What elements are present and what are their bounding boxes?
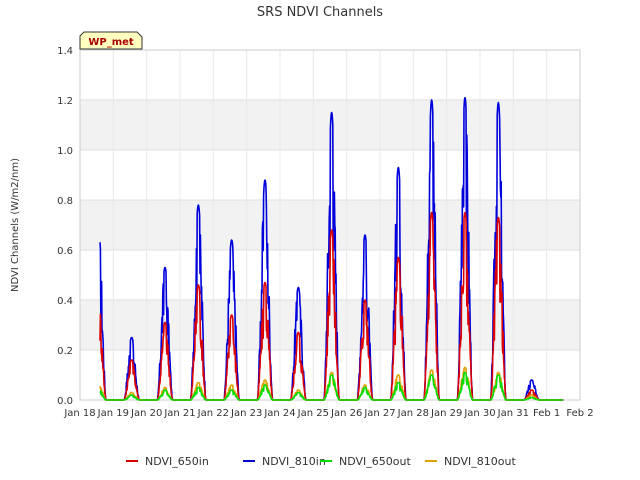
series-line-ndvi-650out <box>99 371 564 401</box>
plot-frame <box>79 49 581 401</box>
x-tick-label: Jan 28 <box>397 408 429 419</box>
x-tick-label: Jan 26 <box>330 408 362 419</box>
x-tick-label: Feb 2 <box>566 408 593 419</box>
y-axis-ticks: 0.0 0.2 0.4 0.6 0.8 1.0 1.2 1.4 <box>57 46 73 407</box>
x-tick-label: Jan 24 <box>263 408 295 419</box>
legend: NDVI_650in NDVI_810in NDVI_650out NDVI_810o… <box>126 455 516 468</box>
legend-label: NDVI_650out <box>339 455 411 468</box>
x-tick-label: Jan 21 <box>163 408 195 419</box>
chart-title: SRS NDVI Channels <box>257 5 383 20</box>
x-tick-label: Jan 29 <box>430 408 462 419</box>
x-tick-label: Jan 27 <box>363 408 395 419</box>
legend-label: NDVI_650in <box>145 455 209 468</box>
y-tick-label: 0.4 <box>57 296 73 307</box>
y-tick-label: 0.8 <box>57 196 73 207</box>
x-tick-label: Jan 23 <box>230 408 262 419</box>
y-tick-label: 0.0 <box>57 396 73 407</box>
y-axis-label: NDVI Channels (W/m2/nm) <box>10 158 21 292</box>
annotation-badge: WP_met <box>79 31 143 50</box>
x-tick-label: Jan 31 <box>497 408 529 419</box>
x-tick-label: Jan 18 <box>63 408 95 419</box>
annotation-box <box>79 31 143 50</box>
y-tick-label: 0.2 <box>57 346 73 357</box>
y-tick-label: 0.6 <box>57 246 73 257</box>
x-axis-ticks: Jan 18 Jan 19 Jan 20 Jan 21 Jan 22 Jan 23 Jan … <box>63 408 593 419</box>
x-tick-label: Feb 1 <box>533 408 560 419</box>
legend-label: NDVI_810in <box>262 455 326 468</box>
y-tick-label: 1.0 <box>57 146 73 157</box>
x-tick-label: Jan 25 <box>297 408 329 419</box>
x-tick-label: Jan 30 <box>463 408 495 419</box>
annotation-text: WP_met <box>88 37 134 48</box>
legend-label: NDVI_810out <box>444 455 516 468</box>
x-tick-label: Jan 19 <box>97 408 129 419</box>
y-tick-label: 1.2 <box>57 96 73 107</box>
x-tick-label: Jan 22 <box>197 408 229 419</box>
x-tick-label: Jan 20 <box>130 408 162 419</box>
y-tick-label: 1.4 <box>57 46 73 57</box>
series-layer <box>99 97 564 401</box>
